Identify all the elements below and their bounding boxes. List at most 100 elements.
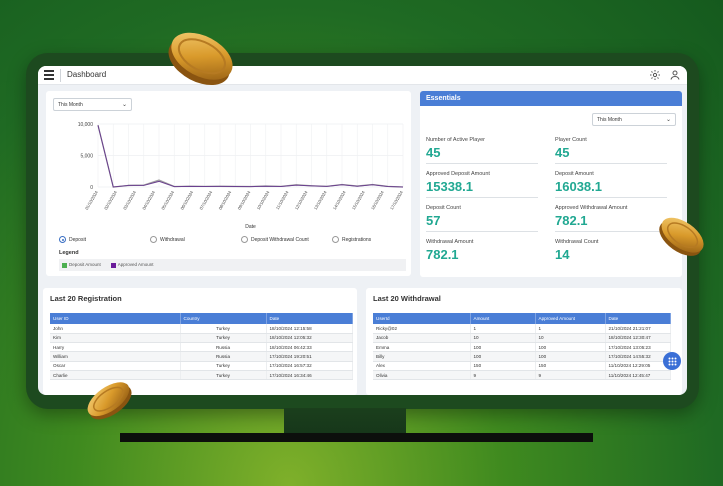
- table-row[interactable]: Kim Turkey 18/10/2024 12:05:32: [50, 333, 353, 344]
- x-tick-label: 17/10/2024: [389, 189, 404, 210]
- metric-deposit-amount: Deposit Amount 16038.1: [555, 171, 667, 198]
- metric-approved-deposit-amount: Approved Deposit Amount 15338.1: [426, 171, 538, 198]
- table-cell: Turkey: [180, 333, 267, 344]
- table-row[interactable]: Olivia 9 9 11/10/2024 12:45:47: [373, 370, 671, 381]
- radio-withdrawal[interactable]: Withdrawal: [150, 236, 185, 243]
- metric-label: Withdrawal Count: [555, 239, 599, 245]
- column-header[interactable]: User ID: [50, 313, 181, 324]
- radio-button-icon: [241, 236, 248, 243]
- withdrawal-panel: Last 20 Withdrawal UserId Amount Approve…: [366, 288, 682, 395]
- top-bar: Dashboard: [38, 66, 687, 85]
- x-tick-label: 03/10/2024: [122, 189, 137, 210]
- grid-icon: [668, 357, 676, 365]
- divider: [426, 197, 538, 198]
- table-row[interactable]: Harry Russia 18/10/2024 06:42:33: [50, 342, 353, 353]
- table-cell: Kim: [50, 333, 181, 344]
- page-title: Dashboard: [67, 70, 107, 79]
- x-tick-label: 12/10/2024: [294, 189, 309, 210]
- user-icon[interactable]: [669, 69, 681, 81]
- hamburger-menu-icon[interactable]: [44, 70, 54, 80]
- column-header[interactable]: Country: [180, 313, 267, 324]
- table-row[interactable]: William Russia 17/10/2024 19:20:51: [50, 351, 353, 362]
- x-tick-label: 13/10/2024: [313, 189, 328, 210]
- registration-panel: Last 20 Registration User ID Country Dat…: [43, 288, 357, 395]
- radio-deposit[interactable]: Deposit: [59, 236, 86, 243]
- table-row[interactable]: Alex 150 150 11/10/2024 12:29:05: [373, 361, 671, 372]
- table-cell: Turkey: [180, 370, 267, 381]
- metric-value: 45: [426, 145, 441, 160]
- table-row[interactable]: Billy 100 100 17/10/2024 14:55:32: [373, 351, 671, 362]
- column-header[interactable]: UserId: [373, 313, 471, 324]
- metric-label: Approved Deposit Amount: [426, 171, 490, 177]
- line-chart: 10,000 5,000 001/10/2024 02/10/2024 03/10/20…: [78, 122, 404, 230]
- table-cell: 9: [535, 370, 606, 381]
- column-header[interactable]: Approved Amount: [535, 313, 606, 324]
- table-cell: 17/10/2024 13:05:23: [605, 342, 671, 353]
- registration-title: Last 20 Registration: [50, 294, 122, 303]
- radio-label: Deposit: [69, 236, 86, 243]
- chevron-down-icon: ⌄: [121, 102, 127, 108]
- column-header[interactable]: Date: [605, 313, 671, 324]
- radio-registrations[interactable]: Registrations: [332, 236, 371, 243]
- table-cell: 21/10/2024 21:21:07: [605, 324, 671, 334]
- essentials-title: Essentials: [420, 91, 682, 106]
- column-header[interactable]: Amount: [470, 313, 536, 324]
- metric-label: Approved Withdrawal Amount: [555, 205, 628, 211]
- apps-grid-button[interactable]: [663, 352, 681, 370]
- divider: [426, 163, 538, 164]
- table-cell: 10: [535, 333, 606, 344]
- legend-swatch: [110, 262, 116, 268]
- withdrawal-title: Last 20 Withdrawal: [373, 294, 441, 303]
- x-tick-label: 10/10/2024: [256, 189, 271, 210]
- metric-value: 15338.1: [426, 179, 473, 194]
- divider: [555, 197, 667, 198]
- table-row[interactable]: John Turkey 18/10/2024 12:15:58: [50, 324, 353, 334]
- metric-label: Deposit Count: [426, 205, 461, 211]
- table-cell: 100: [535, 342, 606, 353]
- divider: [555, 231, 667, 232]
- series-line-approved: [97, 125, 404, 188]
- essentials-period-select[interactable]: This Month ⌄: [592, 113, 676, 126]
- divider: [555, 163, 667, 164]
- table-cell: 18/10/2024 12:05:32: [266, 333, 353, 344]
- metric-value: 16038.1: [555, 179, 602, 194]
- chart-period-select[interactable]: This Month ⌄: [53, 98, 132, 111]
- x-tick-label: 14/10/2024: [332, 189, 347, 210]
- table-row[interactable]: Oscar Turkey 17/10/2024 16:57:32: [50, 361, 353, 372]
- metric-label: Player Count: [555, 137, 587, 143]
- x-axis-label: Date: [245, 224, 256, 230]
- x-tick-label: 15/10/2024: [351, 189, 366, 210]
- radio-button-icon: [332, 236, 339, 243]
- table-row[interactable]: Jacob 10 10 18/10/2024 12:30:47: [373, 333, 671, 344]
- metric-approved-withdrawal-amount: Approved Withdrawal Amount 782.1: [555, 205, 667, 232]
- metric-label: Number of Active Player: [426, 137, 485, 143]
- monitor-stand-neck: [284, 408, 406, 436]
- table-cell: Russia: [180, 351, 267, 362]
- radio-deposit-withdrawal-count[interactable]: Deposit Withdrawal Count: [241, 236, 309, 243]
- metric-deposit-count: Deposit Count 57: [426, 205, 538, 232]
- table-cell: 17/10/2024 16:34:46: [266, 370, 353, 381]
- table-row[interactable]: Ricky@02 1 1 21/10/2024 21:21:07: [373, 324, 671, 334]
- table-cell: 9: [470, 370, 536, 381]
- table-row[interactable]: Charlie Turkey 17/10/2024 16:34:46: [50, 370, 353, 381]
- legend-item-deposit[interactable]: Deposit Amount: [62, 262, 101, 268]
- table-cell: Harry: [50, 342, 181, 353]
- table-cell: Turkey: [180, 361, 267, 372]
- legend-item-approved[interactable]: Approved Amount: [110, 262, 154, 268]
- metric-player-count: Player Count 45: [555, 137, 667, 164]
- table-cell: Turkey: [180, 324, 267, 334]
- table-cell: 100: [470, 342, 536, 353]
- table-row[interactable]: Emma 100 100 17/10/2024 13:05:23: [373, 342, 671, 353]
- x-tick-label: 05/10/2024: [160, 189, 175, 210]
- x-tick-label: 08/10/2024: [217, 189, 232, 210]
- legend-swatch: [62, 262, 67, 268]
- gear-icon[interactable]: [649, 69, 661, 81]
- table-cell: 150: [470, 361, 536, 372]
- metric-label: Deposit Amount: [555, 171, 594, 177]
- table-cell: Ricky@02: [373, 324, 471, 334]
- legend-label: Deposit Amount: [69, 262, 101, 268]
- dashboard-screen: Dashboard This Month ⌄ 10,000 5,000 0 01/10…: [38, 66, 687, 395]
- table-cell: 17/10/2024 19:20:51: [266, 351, 353, 362]
- column-header[interactable]: Date: [266, 313, 353, 324]
- radio-label: Deposit Withdrawal Count: [251, 236, 309, 243]
